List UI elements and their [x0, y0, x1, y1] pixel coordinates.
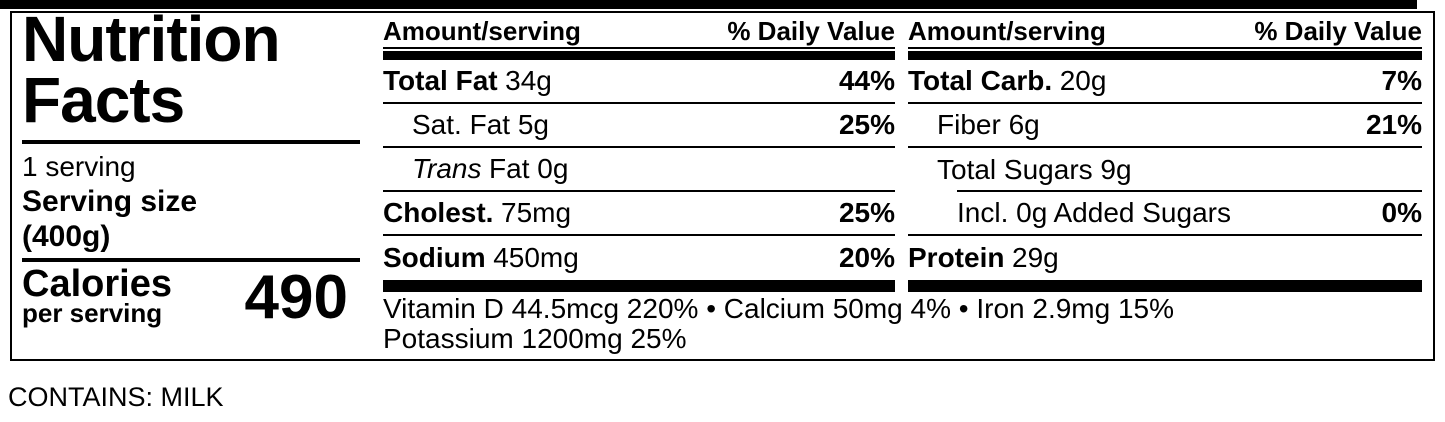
micronutrients-line1: Vitamin D 44.5mcg 220% • Calcium 50mg 4%… — [383, 293, 1175, 324]
label-summary-section: Nutrition Facts 1 serving Serving size (… — [22, 7, 360, 332]
nutrient-row-total-carb: Total Carb. 20g 7% — [908, 60, 1422, 104]
nutrient-row-sat-fat: Sat. Fat 5g 25% — [383, 104, 895, 148]
column-header: Amount/serving % Daily Value — [383, 16, 895, 49]
nutrient-daily-value: 7% — [1381, 65, 1422, 96]
nutrient-name: Total Carb. — [908, 65, 1053, 96]
nutrient-row-fiber: Fiber 6g 21% — [908, 104, 1422, 148]
column-bottom-thick-bar — [383, 280, 895, 292]
nutrient-daily-value: 25% — [838, 109, 895, 140]
nutrient-row-added-sugars: Incl. 0g Added Sugars 0% — [908, 192, 1422, 236]
nutrient-amount: 29g — [1012, 242, 1059, 273]
nutrient-row-total-sugars: Total Sugars 9g — [908, 148, 1422, 192]
calories-divider-rule — [22, 258, 360, 262]
nutrient-name: Total Sugars 9g — [937, 154, 1132, 185]
label-title-line1: Nutrition — [22, 3, 281, 75]
nutrient-row-trans-fat: Trans Fat 0g — [383, 148, 895, 192]
nutrient-amount: 450mg — [493, 242, 579, 273]
calories-value: 490 — [244, 263, 348, 332]
nutrient-daily-value: 44% — [838, 65, 895, 96]
header-thick-bar — [383, 51, 895, 60]
label-title-line2: Facts — [22, 64, 185, 136]
indented-sub-rule — [957, 190, 1422, 192]
top-thick-bar — [0, 0, 1417, 9]
serving-size-label: Serving size — [22, 185, 198, 218]
nutrition-facts-panel: Nutrition Facts 1 serving Serving size (… — [10, 7, 1435, 361]
serving-size-value: (400g) — [22, 220, 111, 253]
nutrient-amount: 34g — [505, 65, 552, 96]
nutrient-name: Fiber 6g — [937, 109, 1040, 140]
nutrient-column-carb: Amount/serving % Daily Value Total Carb.… — [908, 16, 1422, 292]
column-bottom-thick-bar — [908, 280, 1422, 292]
calories-sublabel: per serving — [22, 298, 163, 328]
header-amount-per-serving: Amount/serving — [908, 16, 1106, 46]
nutrient-amount: Fat 0g — [489, 153, 569, 184]
header-thick-bar — [908, 51, 1422, 60]
nutrient-name: Sat. Fat 5g — [412, 109, 549, 140]
calories-label: Calories — [22, 263, 172, 305]
header-amount-per-serving: Amount/serving — [383, 16, 581, 46]
calories-row: Calories per serving 490 — [22, 263, 360, 332]
label-title: Nutrition Facts — [22, 3, 360, 136]
nutrient-name: Protein — [908, 242, 1005, 273]
servings-per-container: 1 serving — [22, 151, 136, 182]
nutrient-daily-value: 20% — [838, 242, 895, 273]
nutrient-daily-value: 25% — [838, 197, 895, 228]
header-daily-value: % Daily Value — [727, 16, 895, 46]
micronutrients-section: Vitamin D 44.5mcg 220% • Calcium 50mg 4%… — [383, 294, 1423, 354]
nutrient-name: Sodium — [383, 242, 486, 273]
nutrient-amount: 75mg — [501, 197, 572, 228]
title-divider-rule — [22, 140, 360, 144]
nutrient-name: Cholest. — [383, 197, 494, 228]
nutrient-name: Total Fat — [383, 65, 498, 96]
nutrient-row-total-fat: Total Fat 34g 44% — [383, 60, 895, 104]
calories-labels: Calories per serving — [22, 263, 172, 328]
nutrient-column-fat: Amount/serving % Daily Value Total Fat 34… — [383, 16, 895, 292]
nutrient-row-cholesterol: Cholest. 75mg 25% — [383, 192, 895, 236]
nutrient-row-protein: Protein 29g — [908, 236, 1422, 280]
nutrient-amount: 20g — [1059, 65, 1107, 96]
nutrient-row-sodium: Sodium 450mg 20% — [383, 236, 895, 280]
allergen-statement: CONTAINS: MILK — [8, 382, 224, 412]
micronutrients-line2: Potassium 1200mg 25% — [383, 323, 687, 354]
nutrient-name-italic: Trans — [412, 153, 482, 184]
nutrient-daily-value: 0% — [1381, 197, 1422, 228]
column-header: Amount/serving % Daily Value — [908, 16, 1422, 49]
header-daily-value: % Daily Value — [1254, 16, 1422, 46]
nutrient-daily-value: 21% — [1365, 109, 1422, 140]
nutrient-name: Incl. 0g Added Sugars — [957, 197, 1231, 228]
